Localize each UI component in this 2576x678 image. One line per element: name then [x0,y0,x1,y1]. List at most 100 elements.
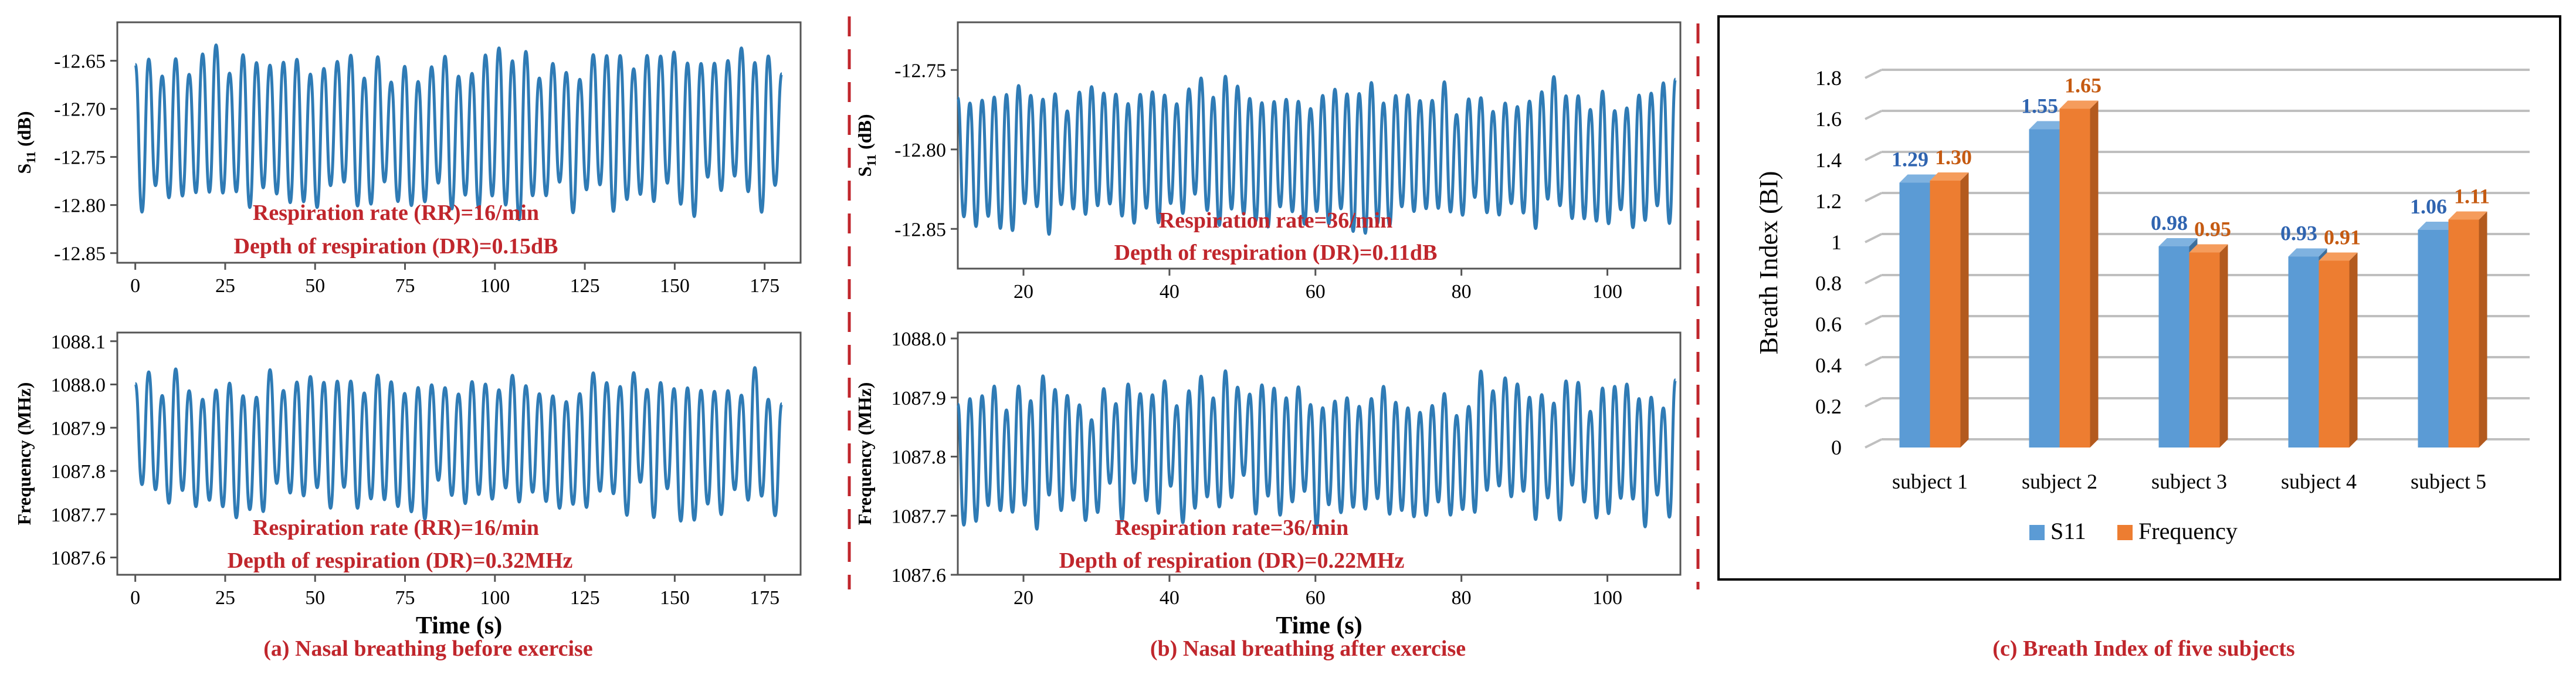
caption-b: (b) Nasal breathing after exercise [1150,636,1466,661]
panel-a-top-annotation-rr: Respiration rate (RR)=16/min [253,201,539,225]
y-tick-label: 1088.0 [51,375,106,396]
panel-b-bottom-annotation-dr: Depth of respiration (DR)=0.22MHz [1059,548,1405,573]
x-tick-label: 0 [130,275,140,297]
y-tick-label: 1087.9 [51,418,106,439]
y-axis-label: Breath Index (BI) [1754,171,1783,355]
legend-label-frequency: Frequency [2138,518,2238,544]
bar-top-face [2418,222,2457,230]
x-category-label: subject 2 [2022,470,2097,493]
bar-side-face [2479,211,2487,448]
bar-top-face [2189,244,2228,253]
x-tick-label: 75 [395,587,415,609]
gridline-depth [1865,151,1882,161]
y-tick-label: 1087.8 [51,461,106,483]
bar-data-label: 1.30 [1935,145,1972,169]
y-tick-label: 1088.0 [892,328,947,350]
x-tick-label: 175 [750,275,779,297]
y-tick-label: -12.85 [894,219,946,240]
bar-frequency-4 [2319,260,2350,448]
y-tick-label: 1.4 [1815,148,1842,172]
y-tick-label: -12.70 [54,99,106,121]
bar-top-face [2288,248,2327,257]
bar-side-face [2349,252,2358,448]
signal-series-line [956,74,1677,236]
panel-b-bottom-frequency-plot: 1088.0 1087.9 1087.8 1087.7 1087.6 20 40 60 80 10… [854,328,1682,639]
bar-frequency-2 [2059,109,2090,448]
gridline-depth [1865,69,1882,79]
y-tick-label: 1087.7 [51,504,106,526]
y-tick-label: 1087.7 [892,506,947,527]
x-tick-label: 75 [395,275,415,297]
gridline-depth [1865,315,1882,326]
x-tick-label: 60 [1306,587,1326,609]
gridline-depth [1865,356,1882,367]
bar-side-face [1960,172,1969,448]
panel-b-bottom-annotation-rr: Respiration rate=36/min [1115,516,1348,540]
x-tick-label: 150 [660,275,690,297]
bar-top-face [1899,174,1938,183]
bar-s11-3 [2158,246,2189,448]
signal-series-line [134,43,784,221]
x-axis-label: Time (s) [416,612,502,639]
y-tick-label: -12.80 [894,140,946,161]
bar-data-label: 1.29 [1892,148,1928,171]
y-tick-label: 1.6 [1815,107,1842,131]
gridline-depth [1865,438,1882,449]
x-tick-label: 100 [1592,587,1622,609]
bar-s11-2 [2029,129,2060,448]
bar-top-face [2029,121,2068,130]
x-tick-label: 150 [660,587,690,609]
gridline-depth [1865,274,1882,284]
y-tick-label: 0.6 [1815,313,1842,336]
y-axis-label: S11 (dB) [854,114,879,177]
gridline-depth [1865,110,1882,120]
x-tick-label: 125 [570,275,600,297]
bar-data-label: 1.11 [2454,185,2490,208]
x-category-label: subject 4 [2281,470,2357,493]
signal-series-line [956,369,1677,531]
x-tick-label: 40 [1160,587,1179,609]
y-tick-label: 1.8 [1815,66,1842,90]
x-category-label: subject 1 [1892,470,1968,493]
x-tick-label: 20 [1014,587,1033,609]
signal-series-line [134,366,784,523]
y-tick-label: 0 [1831,436,1842,459]
x-tick-label: 100 [480,275,510,297]
caption-a: (a) Nasal breathing before exercise [263,636,592,661]
bar-side-face [2090,100,2099,448]
bar-top-face [2059,100,2099,109]
x-axis-label: Time (s) [1276,612,1362,639]
bar-s11-5 [2418,230,2449,448]
bar-data-label: 0.95 [2194,218,2231,241]
panel-b-top-s11-plot: -12.75 -12.80 -12.85 20 40 60 80 100 S11 (dB) [854,21,1682,303]
x-tick-label: 20 [1014,281,1033,303]
gridline-depth [1865,397,1882,408]
x-tick-label: 0 [130,587,140,609]
x-tick-label: 100 [480,587,510,609]
y-tick-label: -12.65 [54,51,106,73]
bar-top-face [2158,238,2198,246]
x-tick-label: 50 [305,275,325,297]
bar-frequency-3 [2189,252,2220,448]
x-tick-label: 125 [570,587,600,609]
gridline-depth [1865,233,1882,243]
y-tick-label: -12.80 [54,195,106,217]
bar-data-label: 1.65 [2065,74,2102,97]
panel-b-top-annotation-dr: Depth of respiration (DR)=0.11dB [1114,240,1438,265]
bar-frequency-5 [2448,219,2479,448]
x-category-label: subject 5 [2411,470,2486,493]
x-tick-label: 40 [1160,281,1179,303]
x-tick-label: 50 [305,587,325,609]
y-tick-label: -12.75 [54,147,106,169]
y-tick-label: 0.8 [1815,272,1842,295]
bar-top-face [1930,172,1969,181]
y-tick-label: 0.2 [1815,395,1842,418]
y-axis-label: Frequency (MHz) [13,382,35,526]
plot-frame [957,331,1682,576]
y-tick-label: 1088.1 [51,331,106,353]
y-tick-label: 1 [1831,230,1842,254]
plot-frame [957,21,1682,270]
legend-label-s11: S11 [2050,518,2086,544]
x-tick-label: 80 [1452,587,1472,609]
